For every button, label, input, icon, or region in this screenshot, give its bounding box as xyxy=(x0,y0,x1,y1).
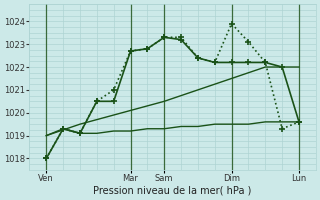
X-axis label: Pression niveau de la mer( hPa ): Pression niveau de la mer( hPa ) xyxy=(93,186,252,196)
